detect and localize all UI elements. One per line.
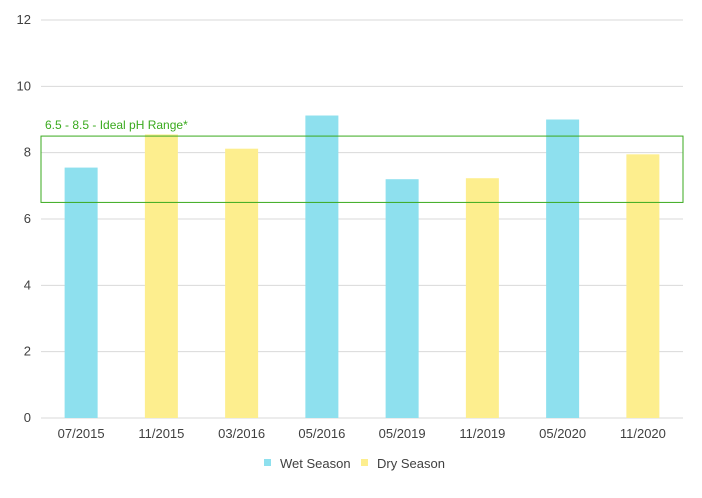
legend-swatch bbox=[361, 459, 368, 466]
ideal-range-box bbox=[40, 135, 684, 203]
bar-05-2019 bbox=[385, 179, 419, 418]
y-tick-label: 2 bbox=[24, 344, 31, 359]
bar-11-2020 bbox=[626, 154, 660, 418]
bar-05-2016 bbox=[305, 115, 339, 419]
bar-03-2016 bbox=[225, 148, 259, 419]
y-tick-label: 6 bbox=[24, 211, 31, 226]
x-axis-ticks: 07/2015 11/2015 03/2016 05/2016 05/2019 11/20… bbox=[58, 426, 666, 441]
bar-11-2015 bbox=[144, 134, 178, 419]
y-tick-label: 10 bbox=[17, 78, 31, 93]
y-tick-label: 4 bbox=[24, 277, 31, 292]
ideal-range-label: 6.5 - 8.5 - Ideal pH Range* bbox=[45, 118, 188, 132]
y-tick-label: 12 bbox=[17, 12, 31, 27]
y-axis-ticks: 0 2 4 6 8 10 12 bbox=[17, 12, 31, 425]
bars bbox=[64, 115, 660, 419]
x-tick-label: 03/2016 bbox=[218, 426, 265, 441]
x-tick-label: 05/2019 bbox=[379, 426, 426, 441]
legend-label: Dry Season bbox=[377, 456, 445, 471]
x-tick-label: 11/2019 bbox=[459, 426, 505, 441]
grid-lines bbox=[41, 19, 683, 419]
ideal-range-annotation: 6.5 - 8.5 - Ideal pH Range* bbox=[40, 118, 684, 203]
legend: Wet Season Dry Season bbox=[264, 456, 445, 471]
y-tick-label: 8 bbox=[24, 145, 31, 160]
x-tick-label: 11/2015 bbox=[138, 426, 184, 441]
x-tick-label: 07/2015 bbox=[58, 426, 105, 441]
legend-swatch bbox=[264, 459, 271, 466]
legend-label: Wet Season bbox=[280, 456, 351, 471]
x-tick-label: 11/2020 bbox=[620, 426, 666, 441]
x-tick-label: 05/2016 bbox=[298, 426, 345, 441]
y-tick-label: 0 bbox=[24, 410, 31, 425]
bar-07-2015 bbox=[64, 167, 98, 418]
bar-05-2020 bbox=[546, 119, 580, 418]
x-tick-label: 05/2020 bbox=[539, 426, 586, 441]
bar-11-2019 bbox=[465, 178, 499, 418]
